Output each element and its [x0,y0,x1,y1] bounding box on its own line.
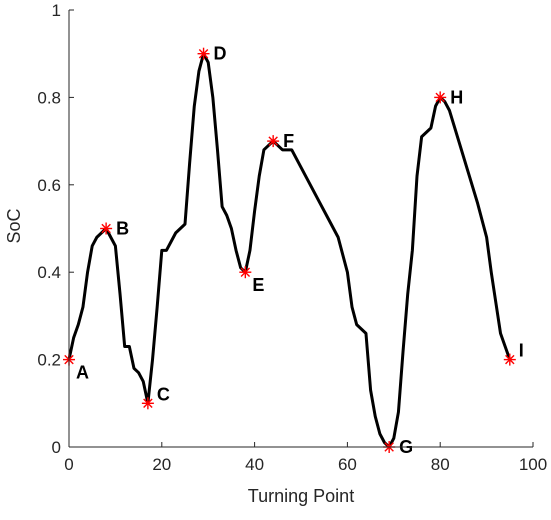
y-tick-label: 0 [52,438,61,457]
turning-point-label: F [283,131,294,151]
soc-series-line [67,52,512,449]
turning-point-label: D [214,44,227,64]
x-axis-ticks: 0 20 40 60 80 100 [64,442,547,474]
turning-point-label: B [116,219,129,239]
star-marker [434,91,447,104]
y-axis-ticks: 0 0.2 0.4 0.6 0.8 1 [37,1,74,457]
x-tick-label: 20 [152,455,171,474]
star-marker [267,135,280,148]
star-marker [503,353,516,366]
x-tick-label: 80 [431,455,450,474]
y-tick-label: 0.6 [37,176,61,195]
x-tick-label: 0 [64,455,73,474]
star-marker [141,397,154,410]
turning-point-label: H [450,87,463,107]
y-tick-label: 0.8 [37,88,61,107]
y-tick-label: 1 [52,1,61,20]
star-marker [197,47,210,60]
turning-point-label: E [252,275,264,295]
y-tick-label: 0.2 [37,351,61,370]
turning-point-label: A [76,363,89,383]
turning-point-label: I [519,341,524,361]
star-marker [239,266,252,279]
turning-point-label: C [157,384,170,404]
x-tick-label: 100 [519,455,547,474]
x-tick-label: 40 [245,455,264,474]
star-marker [100,222,113,235]
y-axis-title: SoC [4,208,24,243]
x-axis-title: Turning Point [248,486,354,506]
x-tick-label: 60 [338,455,357,474]
y-tick-label: 0.4 [37,263,61,282]
